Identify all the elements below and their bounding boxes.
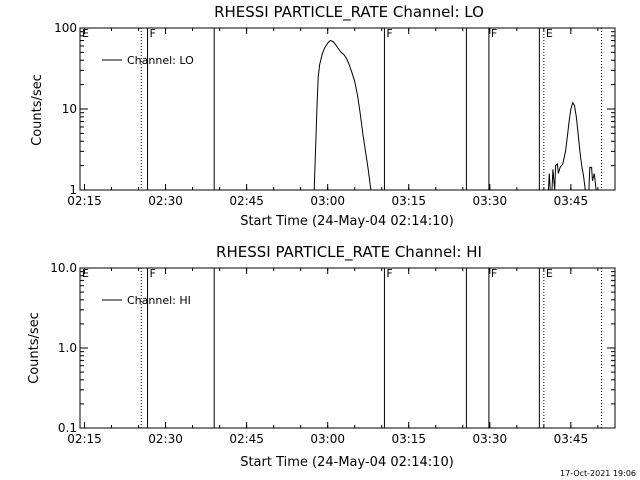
panel-lo: RHESSI PARTICLE_RATE Channel: LO 02:15 02…: [30, 3, 616, 229]
legend-entry: Channel: HI: [127, 294, 191, 307]
chart-title: RHESSI PARTICLE_RATE Channel: LO: [214, 3, 484, 22]
footer-timestamp: 17-Oct-2021 19:06: [560, 469, 636, 478]
series-line: [313, 39, 372, 191]
x-tick-label: 03:45: [554, 194, 589, 208]
x-tick-label: 02:15: [67, 194, 102, 208]
x-tick-label: 02:30: [148, 432, 183, 446]
y-tick-label: 0.1: [58, 421, 77, 435]
x-tick-label: 02:45: [229, 194, 264, 208]
x-tick-label: 03:15: [391, 194, 426, 208]
legend: Channel: LO: [102, 54, 194, 67]
x-tick-label: 03:30: [473, 194, 508, 208]
y-axis-label: Counts/sec: [27, 312, 42, 384]
plot-frame: [79, 27, 616, 191]
plot-frame: [79, 267, 616, 429]
flag-label: F: [386, 267, 392, 280]
y-tick-label: 100: [54, 21, 77, 35]
panel-hi: RHESSI PARTICLE_RATE Channel: HI 02:15 02…: [27, 243, 616, 470]
series-line: [547, 101, 586, 191]
flag-label: E: [82, 27, 89, 40]
legend: Channel: HI: [102, 294, 191, 307]
y-tick-label: 1: [69, 183, 77, 197]
y-tick-label: 1.0: [58, 341, 77, 355]
y-tick-label: 10.0: [50, 261, 77, 275]
flag-label: F: [150, 267, 156, 280]
legend-entry: Channel: LO: [127, 54, 194, 67]
x-tick-label: 03:30: [473, 432, 508, 446]
y-ticks: 0.1 1.0 10.0: [50, 261, 615, 435]
x-tick-label: 03:00: [310, 432, 345, 446]
flag-label: E: [546, 27, 553, 40]
flag-label: E: [546, 267, 553, 280]
x-tick-label: 03:15: [391, 432, 426, 446]
y-ticks: 1 10 100: [54, 21, 615, 197]
x-ticks: 02:15 02:30 02:45 03:00 03:15 03:30 03:45: [67, 268, 599, 446]
x-tick-label: 02:30: [148, 194, 183, 208]
x-tick-label: 03:45: [554, 432, 589, 446]
x-ticks: 02:15 02:30 02:45 03:00 03:15 03:30 03:45: [67, 28, 599, 208]
x-tick-label: 02:45: [229, 432, 264, 446]
flag-label: F: [491, 267, 497, 280]
x-tick-label: 02:15: [67, 432, 102, 446]
flag-label: F: [386, 27, 392, 40]
flag-label: E: [82, 267, 89, 280]
y-tick-label: 10: [62, 102, 77, 116]
flag-label: F: [491, 27, 497, 40]
x-tick-label: 03:00: [310, 194, 345, 208]
x-axis-label: Start Time (24-May-04 02:14:10): [240, 455, 454, 470]
flag-label: F: [150, 27, 156, 40]
series-lines: [313, 39, 597, 191]
series-line: [588, 166, 597, 191]
chart-title: RHESSI PARTICLE_RATE Channel: HI: [216, 243, 482, 262]
x-axis-label: Start Time (24-May-04 02:14:10): [240, 214, 454, 229]
y-axis-label: Counts/sec: [30, 74, 45, 146]
